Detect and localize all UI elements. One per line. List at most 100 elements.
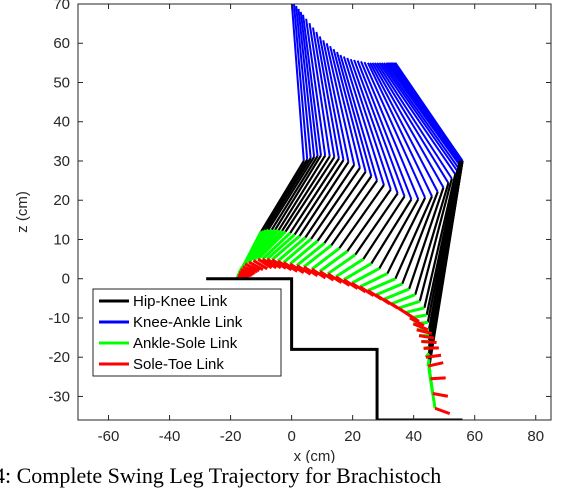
hip-knee-link: [414, 182, 450, 295]
y-tick-label: 0: [62, 271, 70, 288]
ankle-sole-link: [343, 262, 373, 281]
sole-toe-link: [430, 376, 446, 381]
ankle-sole-link: [318, 250, 349, 273]
sole-toe-link: [404, 311, 420, 323]
ankle-sole-link: [289, 239, 319, 266]
knee-ankle-link: [353, 59, 406, 197]
knee-ankle-link: [371, 62, 445, 188]
knee-ankle-link: [383, 62, 460, 169]
ankle-sole-link: [383, 287, 410, 301]
knee-ankle-link: [376, 62, 453, 180]
ankle-sole-link: [261, 232, 292, 261]
hip-knee-link: [338, 184, 385, 249]
sole-toe-link: [271, 258, 287, 270]
knee-ankle-link-series: [290, 4, 464, 200]
hip-knee-link: [262, 158, 309, 232]
x-tick-label: -60: [98, 428, 120, 445]
sole-toe-link: [252, 259, 269, 271]
trajectory-chart: -60 -40 -20 0 20 40 60 80 -30 -20 -10 0 10 20 30 40 50 60…: [14, 0, 552, 463]
knee-ankle-link: [363, 61, 427, 199]
knee-ankle-link: [308, 22, 331, 157]
knee-ankle-link: [373, 62, 450, 184]
sole-toe-link: [409, 316, 425, 327]
sole-toe-link: [240, 268, 256, 275]
knee-ankle-link: [290, 4, 305, 162]
ankle-sole-link-series: [235, 228, 437, 409]
ankle-sole-link: [247, 229, 280, 264]
axes-box: [77, 3, 552, 421]
x-tick-label: -40: [159, 428, 181, 445]
sole-toe-link: [296, 264, 312, 276]
hip-knee-link: [289, 157, 340, 234]
knee-ankle-link: [325, 43, 356, 166]
knee-ankle-link: [378, 62, 457, 175]
ankle-sole-link: [271, 234, 301, 261]
y-tick-label: 30: [53, 153, 70, 170]
knee-ankle-link: [302, 14, 322, 156]
sole-toe-link: [434, 406, 451, 416]
ankle-sole-link: [391, 293, 416, 306]
sole-toe-link: [335, 275, 351, 287]
hip-knee-link: [401, 191, 439, 285]
y-axis-title: z (cm): [14, 191, 31, 233]
knee-ankle-link: [339, 54, 379, 181]
ankle-sole-link: [266, 233, 296, 261]
knee-ankle-link: [315, 31, 340, 159]
knee-ankle-link: [369, 62, 439, 193]
plot-area: [206, 4, 464, 420]
sole-toe-link: [282, 261, 299, 273]
ankle-sole-link: [404, 306, 425, 315]
x-tick-label: 20: [344, 428, 361, 445]
hip-knee-link: [316, 171, 367, 242]
hip-knee-link: [354, 192, 399, 256]
knee-ankle-link: [305, 18, 327, 156]
knee-ankle-link: [346, 57, 392, 190]
ankle-sole-link: [296, 241, 326, 267]
hip-knee-link: [418, 178, 453, 302]
axes: -60 -40 -20 0 20 40 60 80 -30 -20 -10 0 10 20 30 40 50 60…: [14, 0, 552, 463]
hip-knee-link: [274, 154, 322, 231]
legend-box: [92, 288, 282, 377]
sole-toe-link: [248, 260, 264, 272]
ankle-sole-link: [302, 244, 333, 269]
legend-entry: Knee-Ankle Link: [133, 314, 243, 331]
sole-toe-link: [289, 262, 305, 275]
sole-toe-link: [244, 262, 261, 273]
hip-knee-link: [293, 159, 345, 236]
sole-toe-link: [412, 322, 429, 332]
sole-toe-link: [425, 353, 442, 359]
hip-knee-link: [323, 175, 373, 244]
ankle-sole-link: [326, 253, 357, 276]
x-tick-label: 40: [405, 428, 422, 445]
knee-ankle-link: [380, 62, 458, 172]
x-axis-title: x (cm): [294, 448, 336, 463]
knee-ankle-link: [360, 61, 420, 200]
ankle-sole-link: [427, 368, 437, 409]
sole-toe-link: [421, 340, 437, 344]
ankle-sole-link: [351, 267, 381, 285]
y-tick-label: -10: [48, 310, 70, 327]
sole-toe-link: [257, 257, 273, 270]
x-tick-label: 80: [527, 428, 544, 445]
sole-toe-link: [303, 265, 319, 277]
ankle-sole-link: [359, 272, 389, 289]
legend-entry: Sole-Toe Link: [133, 356, 224, 373]
hip-knee-link: [267, 156, 316, 231]
hip-knee-link: [330, 179, 378, 246]
ankle-sole-link: [375, 282, 403, 297]
ankle-sole-link: [243, 228, 277, 265]
x-tick-label: 0: [287, 428, 295, 445]
ankle-sole-link: [367, 277, 396, 292]
y-tick-label: 70: [53, 0, 70, 13]
knee-ankle-link: [356, 60, 413, 200]
x-tick-label: 60: [466, 428, 483, 445]
sole-toe-link: [418, 334, 435, 340]
ankle-sole-link: [282, 237, 313, 264]
hip-knee-link: [298, 161, 350, 237]
knee-ankle-link: [349, 58, 399, 194]
terrain-line: [206, 277, 463, 420]
ankle-sole-link: [256, 230, 287, 261]
sole-toe-link: [327, 272, 343, 284]
sole-toe-link: [266, 257, 282, 270]
knee-ankle-link: [367, 62, 433, 197]
